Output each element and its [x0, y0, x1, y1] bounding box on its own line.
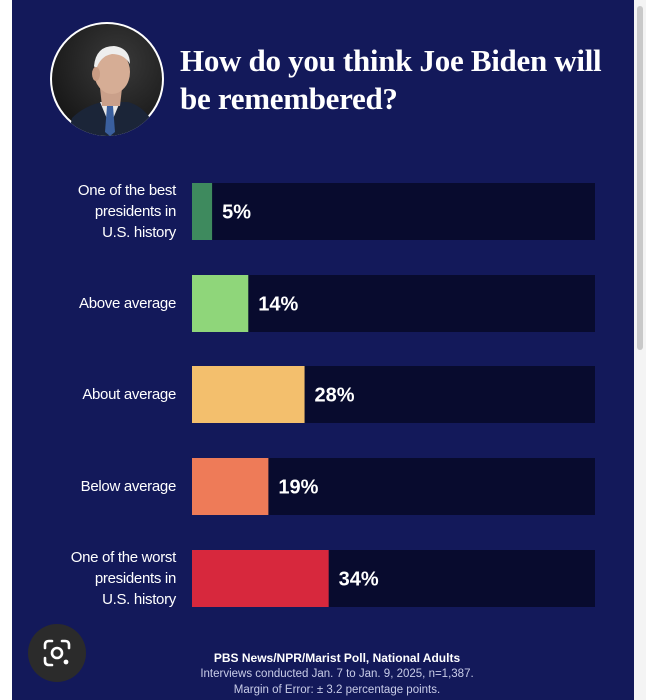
infographic-card: How do you think Joe Biden will be remem… [12, 0, 634, 700]
bar-chart: 5% 14% 28% 19% 34% [192, 183, 595, 607]
chart-footer: PBS News/NPR/Marist Poll, National Adult… [132, 650, 542, 698]
category-label: Above average [78, 295, 176, 312]
source-note: PBS News/NPR/Marist Poll, National Adult… [213, 651, 461, 665]
portrait-photo [50, 22, 164, 136]
bar [192, 366, 305, 423]
category-label: One of the worst presidents in U.S. hist… [70, 549, 177, 608]
data-label: 14% [258, 294, 298, 316]
google-lens-icon [43, 639, 71, 667]
bar [192, 550, 329, 607]
category-label: About average [82, 386, 176, 403]
chart-title: How do you think Joe Biden will be remem… [180, 43, 602, 116]
margin-of-error-note: Margin of Error: ± 3.2 percentage points… [233, 684, 441, 696]
category-label: One of the best presidents in U.S. histo… [77, 182, 176, 241]
bar-track [192, 183, 595, 240]
bar-track [192, 275, 595, 332]
interview-note: Interviews conducted Jan. 7 to Jan. 9, 2… [200, 668, 474, 680]
scrollbar-thumb[interactable] [637, 6, 643, 350]
bar [192, 458, 269, 515]
data-label: 5% [222, 202, 251, 224]
google-lens-button[interactable] [28, 624, 86, 682]
data-label: 28% [315, 385, 355, 407]
category-label: Below average [80, 478, 177, 495]
data-label: 34% [339, 569, 379, 591]
bar [192, 183, 213, 240]
data-label: 19% [278, 477, 318, 499]
bar [192, 275, 249, 332]
